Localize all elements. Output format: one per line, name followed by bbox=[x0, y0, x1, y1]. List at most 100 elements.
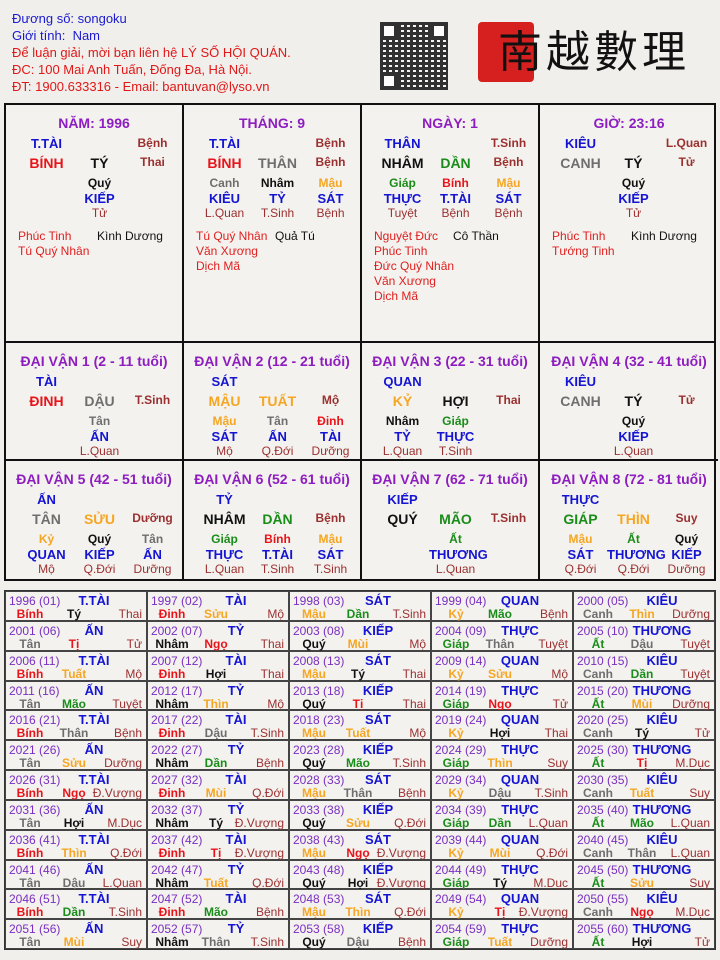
god-row: ẤN bbox=[20, 492, 179, 507]
dai-van-title: ĐẠI VẬN 6 (52 - 61 tuổi) bbox=[194, 471, 350, 487]
empty-slot bbox=[554, 176, 607, 190]
ten-god: T.TÀI bbox=[78, 652, 110, 668]
hidden-god: TỶ bbox=[269, 191, 286, 206]
contact-line-2: ĐC: 100 Mai Anh Tuấn, Đống Đa, Hà Nội. bbox=[12, 62, 252, 77]
year-label: 2053 (58) bbox=[293, 922, 345, 937]
year-label: 2044 (49) bbox=[435, 862, 487, 877]
contact-line-3: ĐT: 1900.633316 - Email: bantuvan@lyso.v… bbox=[12, 79, 270, 94]
hidden-god-row: SÁT ẤN TÀI bbox=[198, 429, 357, 444]
heavenly-stem: Giáp bbox=[442, 636, 470, 651]
year-label: 2013 (18) bbox=[293, 683, 345, 698]
hidden-stage: T.Sinh bbox=[438, 444, 473, 458]
pillar-title: NGÀY: 1 bbox=[422, 115, 478, 131]
empty-slot bbox=[482, 429, 535, 444]
hidden-stage: L.Quan bbox=[79, 444, 120, 458]
annual-cell: 2007 (12) TÀI Đinh Hợi Thai bbox=[147, 650, 289, 681]
heavenly-stem: Kỷ bbox=[448, 607, 464, 621]
life-stage: Tuyệt bbox=[680, 636, 710, 651]
life-stage: Tuyệt bbox=[112, 696, 142, 711]
earthly-branch: Dậu bbox=[488, 786, 512, 800]
year-label: 2018 (23) bbox=[293, 713, 345, 728]
annual-cell: 2044 (49) THỰC Giáp Tý M.Dục bbox=[431, 859, 573, 890]
heavenly-stem: Giáp bbox=[442, 696, 470, 711]
empty-slot bbox=[376, 547, 429, 562]
life-stage: Thai bbox=[496, 393, 521, 407]
annual-cell: 2047 (52) TÀI Đinh Mão Bệnh bbox=[147, 889, 289, 919]
empty-slot bbox=[482, 374, 535, 389]
hidden-stage: T.Sinh bbox=[313, 562, 348, 576]
earthly-branch: Mão bbox=[204, 905, 228, 920]
empty-slot bbox=[607, 374, 660, 389]
hidden-stage-row: L.Quan bbox=[20, 444, 179, 458]
annual-cell: 2030 (35) KIÊU Canh Tuất Suy bbox=[573, 770, 715, 800]
pillar-title: NĂM: 1996 bbox=[58, 115, 130, 131]
year-label: 2016 (21) bbox=[9, 713, 61, 728]
star-name: Đức Quý Nhân bbox=[374, 259, 455, 273]
annual-cell: 2025 (30) THƯƠNG Ất Tị M.Dục bbox=[573, 740, 715, 770]
ten-god: KIÊU bbox=[646, 831, 678, 847]
hidden-stem: Quý bbox=[87, 532, 112, 546]
empty-slot bbox=[20, 206, 73, 220]
life-stage: M.Dục bbox=[533, 875, 568, 890]
empty-slot bbox=[660, 429, 713, 444]
star-name: Văn Xương bbox=[196, 244, 258, 258]
year-label: 2045 (50) bbox=[577, 862, 629, 877]
god-row: KIÊU L.Quan bbox=[554, 136, 713, 151]
ten-god: THƯƠNG bbox=[632, 742, 692, 758]
earthly-branch: Thân bbox=[627, 845, 657, 860]
hidden-stem: Mậu bbox=[318, 176, 343, 190]
stem-branch-row: NHÂM DẦN Bệnh bbox=[376, 155, 535, 171]
god-row: TỶ bbox=[198, 492, 357, 507]
ten-god: TỶ bbox=[216, 492, 233, 507]
qr-code[interactable] bbox=[380, 22, 448, 90]
star-name: Cô Thần bbox=[453, 229, 499, 243]
empty-slot bbox=[251, 374, 304, 389]
heavenly-stem: Tân bbox=[19, 935, 41, 950]
empty-slot bbox=[20, 414, 73, 428]
ten-god: ẤN bbox=[84, 742, 104, 758]
qr-finder bbox=[430, 22, 448, 40]
ten-god: THÂN bbox=[384, 136, 421, 151]
annual-cell: 2038 (43) SÁT Mậu Ngọ Đ.Vượng bbox=[289, 829, 431, 860]
life-stage: Tử bbox=[552, 696, 568, 711]
empty-slot bbox=[429, 136, 482, 151]
annual-cell: 2053 (58) KIẾP Quý Dậu Bệnh bbox=[289, 919, 431, 949]
annual-cell: 2027 (32) TÀI Đinh Mùi Q.Đới bbox=[147, 770, 289, 800]
heavenly-stem: Canh bbox=[583, 607, 613, 621]
life-stage: Mộ bbox=[267, 696, 284, 711]
earthly-branch: Mão bbox=[62, 696, 86, 711]
ten-god: TÀI bbox=[225, 772, 247, 787]
earthly-branch: Tý bbox=[350, 666, 365, 681]
earthly-branch: Mùi bbox=[63, 935, 85, 950]
year-label: 2000 (05) bbox=[577, 594, 629, 608]
year-label: 2055 (60) bbox=[577, 922, 629, 937]
heavenly-stem: Nhâm bbox=[155, 636, 189, 651]
year-label: 2011 (16) bbox=[9, 683, 60, 698]
stars-good: Tú Quý Nhân Văn Xương Dịch Mã bbox=[196, 229, 267, 274]
year-label: 1996 (01) bbox=[9, 594, 61, 608]
year-label: 2041 (46) bbox=[9, 862, 61, 877]
pillar-title: THÁNG: 9 bbox=[238, 115, 306, 131]
gender-row: Giới tính: Nam bbox=[12, 27, 291, 44]
life-stage: Suy bbox=[547, 756, 568, 771]
hidden-stage: Dưỡng bbox=[667, 562, 706, 576]
annual-cell: 2010 (15) KIÊU Canh Dần Tuyệt bbox=[573, 650, 715, 681]
dai-van-title: ĐẠI VẬN 3 (22 - 31 tuổi) bbox=[372, 353, 528, 369]
stem-branch-row: TÂN SỬU Dưỡng bbox=[20, 511, 179, 527]
heavenly-stem: Tân bbox=[19, 696, 41, 711]
hidden-stem: Canh bbox=[209, 176, 240, 190]
ten-god: KIÊU bbox=[646, 891, 678, 907]
hidden-stage: Bệnh bbox=[494, 206, 523, 220]
annual-cell: 2048 (53) SÁT Mậu Thìn Q.Đới bbox=[289, 889, 431, 919]
hidden-stem-row: Giáp Bính Mậu bbox=[198, 532, 357, 546]
stem-branch-row: QUÝ MÃO T.Sinh bbox=[376, 511, 535, 527]
year-label: 2039 (44) bbox=[435, 832, 487, 847]
star-name: Tú Quý Nhân bbox=[18, 244, 90, 258]
stem-branch-row: MẬU TUẤT Mộ bbox=[198, 393, 357, 409]
star-name: Kình Dương bbox=[631, 229, 697, 243]
year-label: 2017 (22) bbox=[151, 713, 203, 728]
year-label: 2002 (07) bbox=[151, 623, 203, 638]
earthly-branch: DẬU bbox=[84, 393, 115, 409]
life-stage: Thai bbox=[402, 666, 426, 681]
star-name: Tướng Tinh bbox=[552, 244, 615, 258]
